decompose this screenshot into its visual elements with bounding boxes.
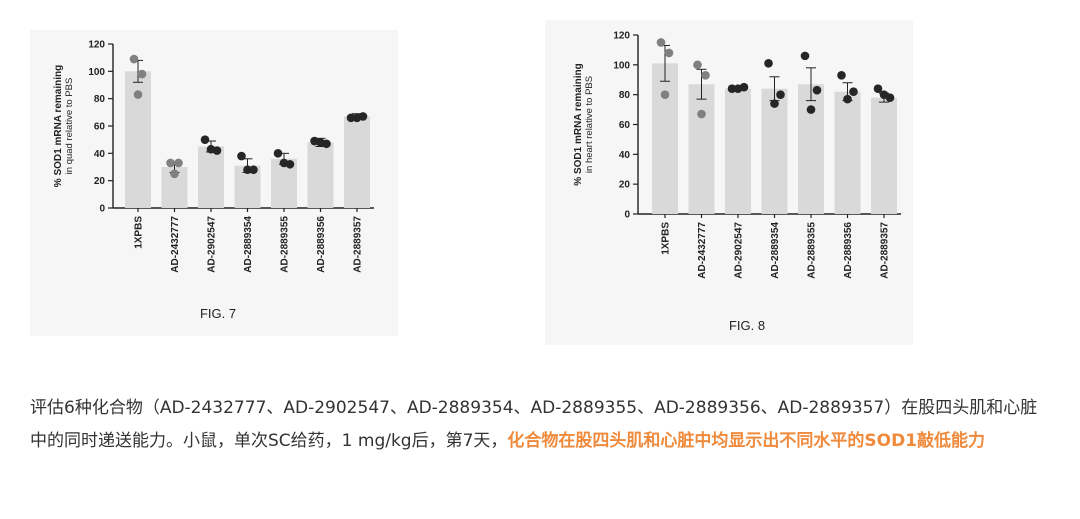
y-tick-label: 80 xyxy=(619,90,631,101)
x-category-label: AD-2889354 xyxy=(243,216,254,273)
y-tick-label: 40 xyxy=(619,150,631,161)
data-point xyxy=(733,84,743,93)
data-point xyxy=(812,85,822,95)
data-point xyxy=(701,70,710,80)
data-point xyxy=(843,94,852,104)
data-point xyxy=(237,151,246,161)
data-point xyxy=(873,84,883,93)
y-axis-sublabel: in heart relative to PBS xyxy=(584,76,595,173)
data-point xyxy=(273,149,283,158)
y-tick-label: 20 xyxy=(94,176,106,187)
data-point xyxy=(279,158,289,168)
data-point xyxy=(137,69,147,79)
data-point xyxy=(170,169,179,179)
data-point xyxy=(346,113,356,123)
data-point xyxy=(316,138,325,147)
data-point xyxy=(727,84,737,93)
data-point xyxy=(166,158,175,168)
data-point xyxy=(849,87,858,96)
figure-8-chart: % SOD1 mRNA remaining in heart relative t… xyxy=(573,31,901,333)
bar xyxy=(307,142,334,208)
y-tick-label: 60 xyxy=(94,122,106,133)
data-point xyxy=(129,54,139,64)
data-point xyxy=(764,59,773,68)
x-category-label: 1XPBS xyxy=(661,222,672,255)
bar xyxy=(761,88,788,214)
data-point xyxy=(206,144,216,154)
y-tick-label: 100 xyxy=(88,67,105,78)
data-point xyxy=(697,109,706,119)
bar xyxy=(798,84,824,214)
data-point xyxy=(837,70,846,80)
data-point xyxy=(693,60,702,70)
x-category-label: AD-2889356 xyxy=(316,216,327,273)
data-point xyxy=(660,90,670,99)
data-point xyxy=(879,90,889,99)
data-point xyxy=(770,99,779,108)
bar xyxy=(725,88,751,214)
data-point xyxy=(776,90,785,99)
figure-7-chart: % SOD1 mRNA remaining in quad relative to… xyxy=(53,40,374,321)
data-point xyxy=(133,90,143,99)
y-tick-label: 80 xyxy=(94,94,106,105)
caption-highlight: 化合物在股四头肌和心脏中均显示出不同水平的SOD1敲低能力 xyxy=(507,431,986,451)
y-tick-label: 120 xyxy=(88,40,105,51)
x-category-label: AD-2889355 xyxy=(280,216,291,273)
bar xyxy=(688,84,715,214)
data-point xyxy=(806,105,816,114)
figure-8-panel: % SOD1 mRNA remaining in heart relative t… xyxy=(545,20,913,345)
data-point xyxy=(352,113,362,123)
data-point xyxy=(664,48,674,58)
bar xyxy=(344,116,370,208)
y-tick-label: 0 xyxy=(624,210,630,221)
y-axis-label: % SOD1 mRNA remaining xyxy=(53,65,64,187)
bar xyxy=(652,63,678,214)
y-axis-label: % SOD1 mRNA remaining xyxy=(573,63,584,185)
x-category-label: AD-2889355 xyxy=(807,222,818,279)
y-tick-label: 40 xyxy=(94,149,106,160)
data-point xyxy=(174,158,183,168)
y-axis-sublabel: in quad relative to PBS xyxy=(64,78,75,175)
bar xyxy=(871,97,897,214)
bar xyxy=(834,91,861,214)
x-category-label: AD-2889357 xyxy=(353,216,364,273)
caption-text: 评估6种化合物（AD-2432777、AD-2902547、AD-2889354… xyxy=(30,398,1038,451)
x-category-label: AD-2889357 xyxy=(880,222,891,279)
data-point xyxy=(800,51,810,61)
x-category-label: AD-2432777 xyxy=(170,216,181,273)
figure-label: FIG. 8 xyxy=(729,318,765,333)
y-tick-label: 100 xyxy=(613,60,630,71)
x-category-label: AD-2902547 xyxy=(207,216,218,273)
figure-label: FIG. 7 xyxy=(200,306,236,321)
data-point xyxy=(200,135,210,144)
figure-7-panel: % SOD1 mRNA remaining in quad relative to… xyxy=(30,30,398,336)
x-category-label: 1XPBS xyxy=(134,216,145,249)
data-point xyxy=(243,165,252,175)
data-point xyxy=(656,38,666,47)
x-category-label: AD-2432777 xyxy=(697,222,708,279)
y-tick-label: 20 xyxy=(619,180,631,191)
caption-paragraph: 评估6种化合物（AD-2432777、AD-2902547、AD-2889354… xyxy=(30,392,1050,458)
y-tick-label: 60 xyxy=(619,120,631,131)
bar xyxy=(198,146,224,208)
y-tick-label: 0 xyxy=(99,204,105,215)
x-category-label: AD-2902547 xyxy=(734,222,745,279)
y-tick-label: 120 xyxy=(613,31,630,42)
x-category-label: AD-2889356 xyxy=(843,222,854,279)
data-point xyxy=(249,165,258,175)
x-category-label: AD-2889354 xyxy=(770,222,781,279)
